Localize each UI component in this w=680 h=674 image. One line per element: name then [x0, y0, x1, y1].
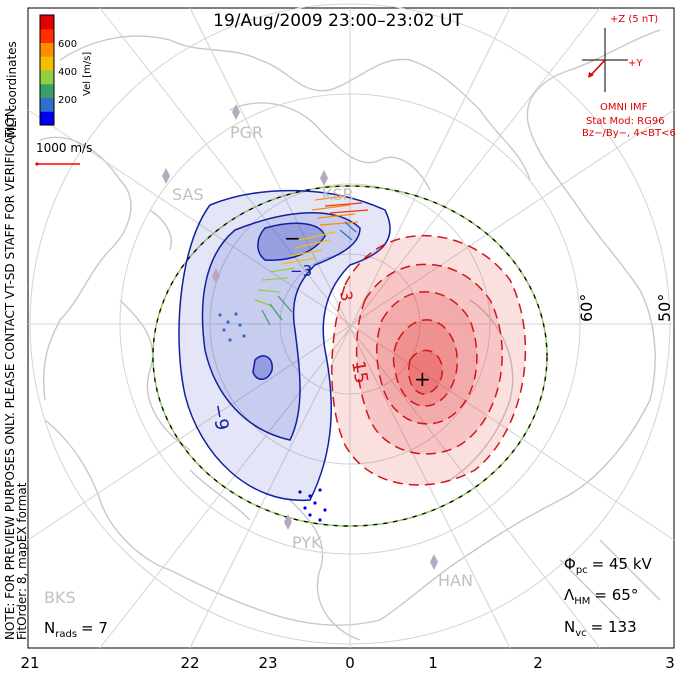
colorbar-segment [40, 111, 54, 126]
fit-order-note: FitOrder: 8, mapEX format [15, 482, 29, 640]
station-han: HAN [438, 571, 473, 590]
contour-label-neg3: −3 [290, 262, 312, 280]
colorbar-tick-600: 600 [58, 39, 77, 50]
imf-stat-model: Stat Mod: RG96 [586, 116, 665, 127]
contour-label-3: 3 [336, 289, 356, 302]
preview-note: NOTE: FOR PREVIEW PURPOSES ONLY. PLEASE … [3, 104, 17, 640]
colorbar-tick-400: 400 [58, 67, 77, 78]
lat-label-60: 60° [577, 294, 596, 322]
mlt-tick-0: 0 [345, 654, 355, 672]
plot-frame [27, 7, 675, 649]
velocity-vectors [218, 195, 369, 522]
stat-n-vc: Nvc = 133 [564, 618, 637, 639]
station-ksr: KSR [322, 185, 354, 204]
contour-labels: −9 15 −3 3 − + [207, 226, 431, 432]
coordinate-system-note: MLT coordinates [5, 41, 19, 138]
station-pgr: PGR [230, 123, 263, 142]
colorbar-segment [40, 56, 54, 71]
mlt-tick-22: 22 [180, 654, 199, 672]
colorbar-segment [40, 15, 54, 30]
mlt-tick-3: 3 [665, 654, 675, 672]
colorbar-segment [40, 28, 54, 43]
colorbar-segment [40, 42, 54, 57]
mlt-tick-2: 2 [533, 654, 543, 672]
coastlines [39, 29, 661, 641]
colorbar-label: Vel [m/s] [82, 52, 93, 96]
imf-clock: +Z (5 nT) +Y OMNI IMF Stat Mod: RG96 Bz−… [582, 14, 676, 139]
map-statistics: Φpc = 45 kV ΛHM = 65° Nvc = 133 Nrads = 7 [44, 555, 653, 640]
contour-label-neg9: −9 [207, 402, 232, 432]
colorbar-segment [40, 97, 54, 112]
scale-label: 1000 m/s [36, 141, 92, 155]
negative-potential-cell [178, 189, 391, 501]
station-sas: SAS [172, 185, 204, 204]
potential-min-marker: − [284, 226, 301, 250]
stat-n-rads: Nrads = 7 [44, 619, 108, 640]
latitude-labels: 60° 50° [577, 294, 674, 322]
mlt-tick-1: 1 [428, 654, 438, 672]
mlt-tick-21: 21 [20, 654, 39, 672]
colorbar-tick-200: 200 [58, 95, 77, 106]
stat-phi-pc: Φpc = 45 kV [564, 555, 653, 576]
map-title: 19/Aug/2009 23:00–23:02 UT [213, 11, 463, 31]
stat-lambda-hm: ΛHM = 65° [564, 586, 638, 607]
colorbar-segment [40, 83, 54, 98]
mlt-tick-23: 23 [258, 654, 277, 672]
potential-max-marker: + [414, 367, 431, 391]
velocity-scale: 1000 m/s [35, 141, 92, 166]
mlt-axis: 21 22 23 0 1 2 3 [20, 654, 674, 672]
station-bks: BKS [44, 588, 76, 607]
mlt-meridians [27, 7, 675, 649]
station-pyk: PYK [292, 533, 322, 552]
station-markers [162, 104, 438, 570]
imf-by-label: +Y [628, 58, 643, 69]
colorbar-segment [40, 70, 54, 85]
hm-boundary [152, 185, 548, 527]
lat-label-50: 50° [655, 294, 674, 322]
imf-bz-label: +Z (5 nT) [610, 14, 658, 25]
velocity-colorbar: 600 400 200 Vel [m/s] [39, 14, 93, 126]
imf-condition: Bz−/By−, 4<BT<6 [582, 128, 676, 139]
imf-source: OMNI IMF [600, 102, 648, 113]
positive-potential-cell [331, 234, 527, 486]
contour-label-15: 15 [347, 359, 372, 385]
